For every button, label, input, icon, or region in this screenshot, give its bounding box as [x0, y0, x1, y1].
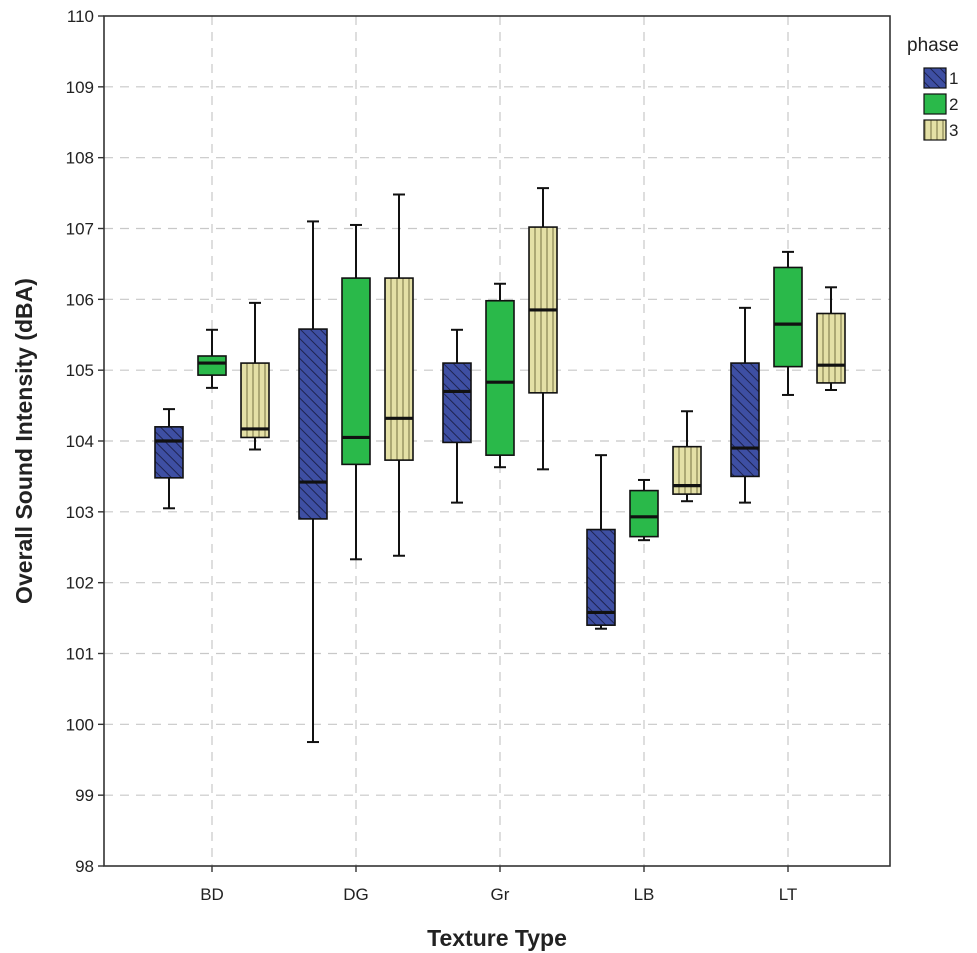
x-tick-label: BD	[200, 885, 224, 904]
box-phase-2-DG	[341, 223, 371, 561]
box-phase-3-Gr	[528, 187, 558, 471]
legend: phase 1 2 3	[907, 35, 959, 141]
legend-label-1: 1	[949, 69, 958, 88]
y-tick-label: 99	[75, 786, 94, 805]
y-tick-label: 100	[66, 715, 94, 734]
iqr-box	[730, 362, 760, 478]
y-tick-label: 108	[66, 149, 94, 168]
iqr-box	[773, 266, 803, 368]
box-series	[154, 187, 846, 744]
x-tick-label: DG	[343, 885, 369, 904]
x-tick-label: LT	[779, 885, 798, 904]
iqr-box	[586, 528, 616, 626]
iqr-box	[341, 277, 371, 466]
y-tick-label: 105	[66, 361, 94, 380]
y-tick-label: 110	[67, 7, 94, 26]
y-axis-title: Overall Sound Intensity (dBA)	[11, 278, 37, 604]
legend-label-2: 2	[949, 95, 958, 114]
legend-swatch-2	[923, 93, 947, 115]
x-tick-label: Gr	[491, 885, 510, 904]
box-phase-3-BD	[240, 301, 270, 451]
box-phase-1-Gr	[442, 328, 472, 504]
legend-label-3: 3	[949, 121, 958, 140]
y-tick-label: 101	[66, 645, 94, 664]
y-tick-label: 106	[66, 290, 94, 309]
legend-title: phase	[907, 35, 959, 56]
iqr-box	[197, 355, 227, 376]
box-phase-1-BD	[154, 408, 184, 510]
y-tick-label: 102	[66, 574, 94, 593]
y-tick-label: 103	[66, 503, 94, 522]
box-phase-1-LB	[586, 454, 616, 630]
iqr-box	[442, 362, 472, 444]
axes: 98 99 100 101 102 103 104 105 106 107 108 109 110 BD D…	[66, 7, 798, 904]
box-phase-2-LT	[773, 250, 803, 396]
iqr-box	[629, 489, 659, 538]
box-phase-3-DG	[384, 193, 414, 557]
box-phase-3-LT	[816, 286, 846, 391]
box-phase-1-DG	[298, 220, 328, 744]
box-phase-2-Gr	[485, 282, 515, 469]
box-phase-2-BD	[197, 328, 227, 389]
box-phase-1-LT	[730, 306, 760, 504]
iqr-box	[485, 299, 515, 456]
legend-swatch-1	[923, 67, 947, 89]
y-tick-label: 98	[75, 857, 94, 876]
iqr-box	[384, 277, 414, 461]
box-phase-3-LB	[672, 410, 702, 503]
x-axis-title: Texture Type	[427, 925, 567, 951]
y-tick-label: 107	[66, 220, 94, 239]
legend-swatch-3	[923, 119, 947, 141]
iqr-box	[240, 362, 270, 439]
x-tick-label: LB	[634, 885, 655, 904]
box-phase-2-LB	[629, 478, 659, 542]
y-tick-label: 109	[66, 78, 94, 97]
iqr-box	[816, 312, 846, 384]
y-tick-label: 104	[66, 432, 94, 451]
gridlines	[104, 16, 890, 866]
iqr-box	[298, 328, 328, 520]
iqr-box	[154, 426, 184, 479]
